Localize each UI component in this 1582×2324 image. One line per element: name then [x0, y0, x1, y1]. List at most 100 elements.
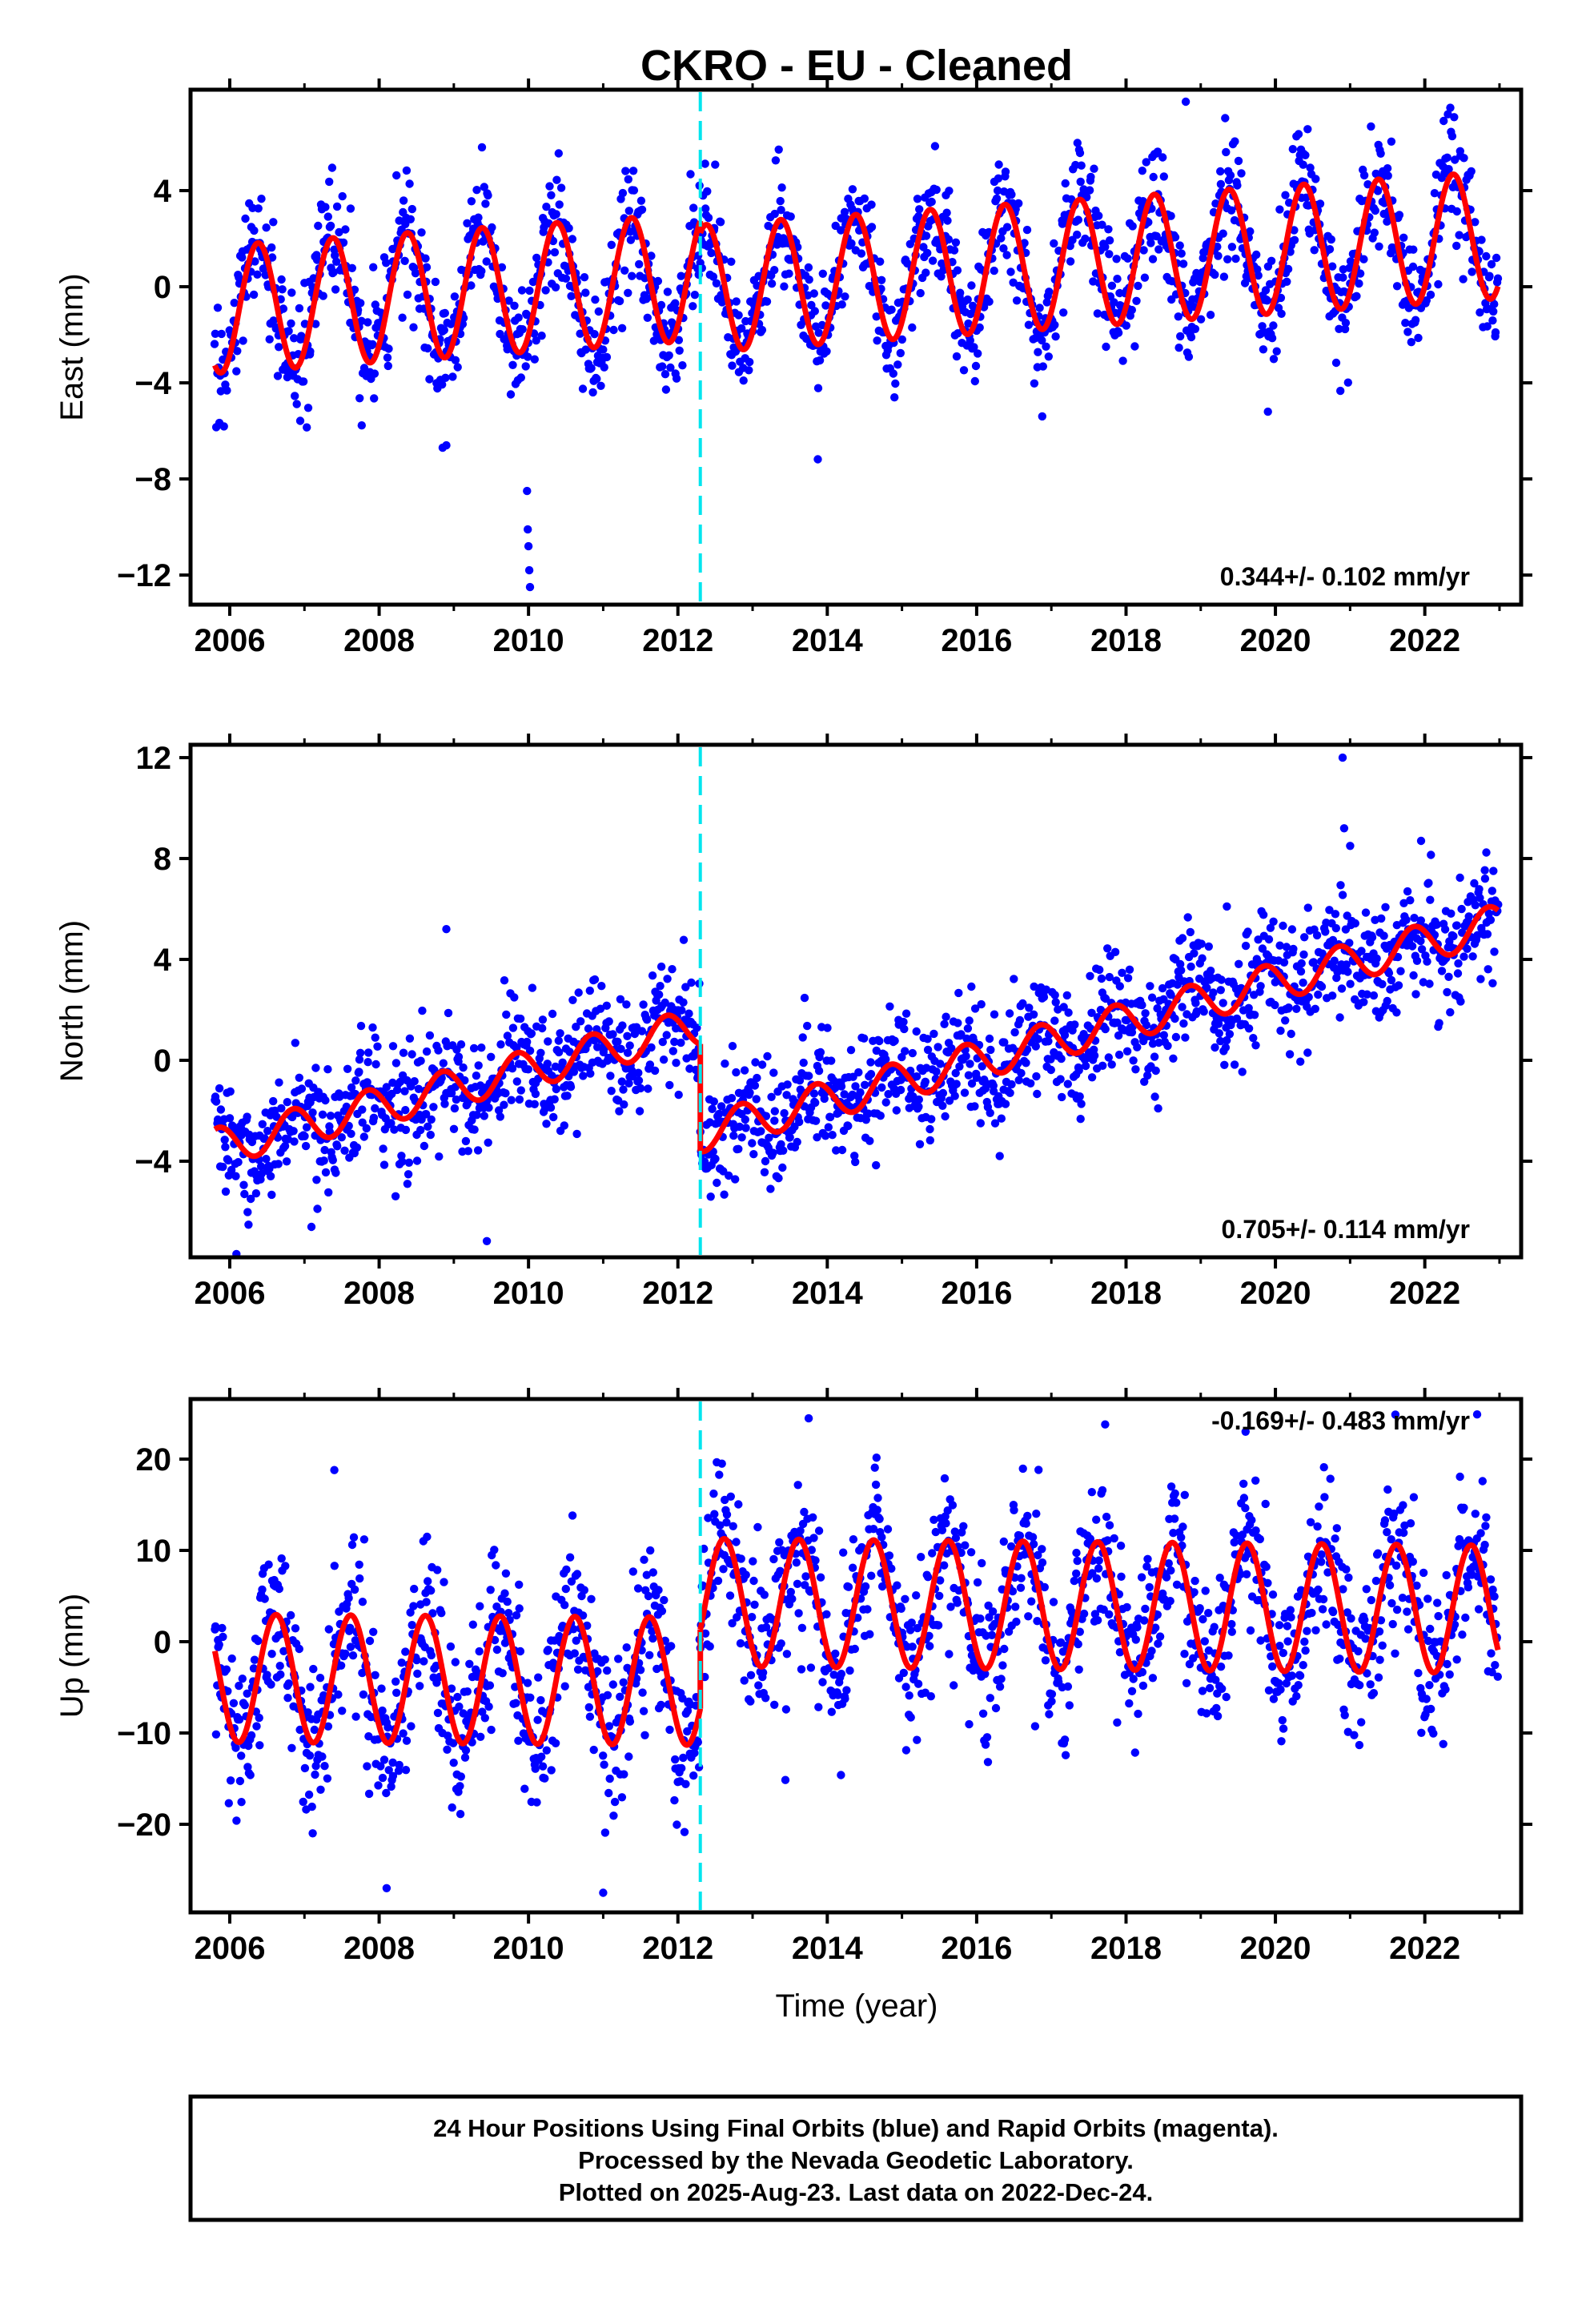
data-point	[1453, 969, 1463, 978]
data-point	[568, 995, 577, 1005]
data-point	[454, 1052, 464, 1061]
data-point	[593, 1043, 602, 1051]
data-point	[938, 259, 946, 268]
data-point	[1378, 979, 1387, 989]
data-point	[827, 1056, 836, 1065]
data-point	[544, 1646, 552, 1655]
data-point	[1115, 982, 1125, 991]
data-point	[554, 149, 563, 158]
data-point	[616, 1692, 624, 1701]
data-point	[589, 1035, 599, 1045]
data-point	[405, 1034, 415, 1043]
data-point	[913, 1735, 921, 1744]
data-point	[669, 1047, 677, 1055]
data-point	[736, 1638, 745, 1648]
data-point	[363, 1058, 372, 1067]
data-point	[881, 1055, 890, 1063]
data-point	[645, 1651, 654, 1659]
data-point	[311, 1770, 319, 1779]
data-point	[757, 1060, 767, 1069]
data-point	[1090, 1610, 1100, 1618]
data-point	[1142, 1020, 1151, 1030]
data-point	[679, 998, 688, 1007]
data-point	[1476, 894, 1484, 903]
data-point	[275, 1078, 283, 1087]
data-point	[448, 1803, 456, 1812]
data-point	[516, 1647, 525, 1656]
data-point	[605, 1774, 614, 1783]
data-point	[1426, 895, 1435, 904]
data-point	[463, 219, 472, 227]
data-point	[1345, 939, 1354, 947]
data-point	[710, 1510, 719, 1518]
data-point	[521, 362, 530, 371]
x-tick-label: 2022	[1389, 1276, 1460, 1311]
data-point	[1017, 1068, 1026, 1078]
data-point	[1172, 1498, 1181, 1507]
data-point	[1261, 286, 1271, 295]
data-point	[453, 363, 462, 372]
data-point	[1373, 187, 1383, 195]
x-tick-label: 2008	[343, 1276, 415, 1311]
data-point	[926, 1642, 934, 1651]
data-point	[729, 1522, 737, 1531]
data-point	[1010, 1506, 1018, 1515]
data-point	[976, 1119, 986, 1128]
data-point	[672, 1059, 681, 1068]
data-point	[1093, 309, 1102, 318]
data-point	[231, 1743, 240, 1752]
data-point	[303, 1708, 312, 1717]
data-point	[216, 387, 225, 396]
data-point	[1218, 1684, 1227, 1693]
data-point	[1170, 1514, 1179, 1523]
data-point	[716, 1521, 725, 1530]
data-point	[421, 254, 430, 263]
data-point	[306, 347, 315, 356]
data-point	[455, 1702, 464, 1711]
data-point	[1279, 921, 1287, 931]
data-point	[857, 249, 866, 258]
data-point	[1170, 1489, 1179, 1498]
data-point	[750, 1600, 759, 1610]
data-point	[1300, 933, 1309, 942]
data-point	[775, 1538, 784, 1547]
data-point	[1277, 309, 1286, 318]
data-point	[269, 218, 278, 227]
data-point	[923, 1035, 932, 1043]
data-point	[463, 1687, 472, 1696]
data-point	[1480, 866, 1489, 875]
data-point	[1375, 242, 1383, 251]
data-point	[653, 276, 663, 286]
data-point	[622, 1000, 631, 1009]
x-tick-label: 2014	[792, 623, 864, 658]
data-point	[602, 1001, 611, 1011]
data-point	[638, 1688, 647, 1697]
data-point	[1103, 944, 1112, 953]
data-point	[515, 1580, 524, 1590]
data-point	[1317, 982, 1327, 991]
data-point	[211, 1730, 221, 1739]
data-point	[396, 1077, 404, 1087]
data-point	[310, 1725, 319, 1735]
data-point	[1075, 148, 1085, 158]
data-point	[809, 1089, 819, 1098]
data-point	[1239, 1479, 1248, 1489]
data-point	[377, 1684, 386, 1693]
data-point	[925, 1631, 934, 1640]
data-point	[1022, 225, 1032, 235]
data-point	[1113, 1018, 1122, 1027]
data-point	[1140, 273, 1150, 282]
data-point	[1118, 968, 1126, 978]
data-point	[440, 1578, 448, 1586]
data-point	[587, 364, 596, 372]
data-point	[1281, 1016, 1290, 1025]
data-point	[1102, 1512, 1111, 1522]
data-point	[255, 1741, 264, 1750]
data-point	[887, 305, 896, 314]
data-point	[815, 356, 825, 365]
data-point	[953, 1598, 962, 1607]
data-point	[1085, 186, 1094, 195]
data-point	[709, 1490, 718, 1498]
data-point	[1383, 996, 1391, 1006]
data-point	[240, 1701, 249, 1710]
